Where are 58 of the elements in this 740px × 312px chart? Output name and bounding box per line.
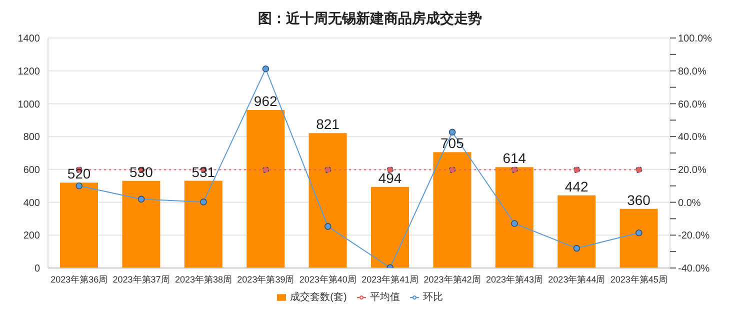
x-tick-label: 2023年第43周 bbox=[486, 274, 544, 284]
data-label: 442 bbox=[564, 178, 588, 194]
data-label: 614 bbox=[502, 150, 526, 166]
y2-tick-label: 0.0% bbox=[678, 198, 701, 209]
data-label: 821 bbox=[316, 116, 340, 132]
y-tick-label: 0 bbox=[34, 264, 40, 275]
point bbox=[511, 220, 518, 227]
y2-tick-label: 80.0% bbox=[678, 66, 706, 78]
point bbox=[200, 198, 207, 206]
bar bbox=[184, 180, 222, 268]
y2-tick-label: 40.0% bbox=[678, 132, 706, 144]
bar bbox=[558, 195, 596, 268]
bar bbox=[620, 208, 658, 268]
y-tick-label: 600 bbox=[23, 164, 40, 176]
y-tick-label: 200 bbox=[23, 230, 40, 242]
x-tick-label: 2023年第44周 bbox=[548, 274, 606, 284]
x-tick-label: 2023年第37周 bbox=[112, 274, 170, 284]
y2-tick-label: -40.0% bbox=[678, 264, 710, 275]
data-label: 494 bbox=[378, 170, 402, 186]
x-tick-label: 2023年第36周 bbox=[50, 274, 108, 284]
x-tick-label: 2023年第42周 bbox=[424, 274, 481, 284]
point bbox=[262, 65, 270, 72]
y2-tick-label: 20.0% bbox=[678, 164, 706, 176]
legend-label: 平均值 bbox=[370, 292, 400, 303]
data-label: 962 bbox=[254, 92, 278, 109]
data-label: 531 bbox=[192, 164, 216, 180]
data-label: 530 bbox=[130, 164, 154, 180]
point bbox=[76, 182, 82, 190]
x-tick-label: 2023年第40周 bbox=[299, 274, 356, 284]
bar bbox=[308, 133, 347, 268]
y-tick-label: 1400 bbox=[18, 34, 40, 45]
point bbox=[573, 244, 580, 252]
data-label: 520 bbox=[67, 166, 91, 182]
y-tick-label: 400 bbox=[23, 198, 40, 209]
chart-title: 图：近十周无锡新建商品房成交走势 bbox=[257, 9, 483, 28]
x-tick-label: 2023年第45周 bbox=[610, 274, 668, 284]
bar bbox=[60, 182, 98, 268]
y2-tick-label: 100.0% bbox=[678, 34, 712, 45]
point bbox=[138, 196, 145, 203]
bar bbox=[122, 180, 160, 268]
y2-tick-label: 60.0% bbox=[678, 99, 706, 110]
x-tick-label: 2023年第38周 bbox=[174, 274, 232, 284]
bar bbox=[371, 186, 409, 268]
bar bbox=[246, 110, 285, 268]
legend-label: 环比 bbox=[422, 292, 443, 303]
x-tick-label: 2023年第39周 bbox=[237, 274, 294, 284]
legend-label: 成交套数(套) bbox=[290, 292, 347, 303]
point bbox=[324, 223, 332, 230]
point bbox=[448, 128, 456, 136]
point bbox=[636, 229, 642, 236]
bar bbox=[433, 152, 472, 268]
bar bbox=[495, 167, 534, 268]
data-label: 360 bbox=[627, 192, 651, 208]
x-tick-label: 2023年第41周 bbox=[362, 274, 419, 284]
y-tick-label: 1200 bbox=[18, 66, 40, 78]
y-tick-label: 800 bbox=[23, 132, 40, 144]
y-tick-label: 1000 bbox=[18, 99, 40, 110]
y2-tick-label: -20.0% bbox=[678, 230, 710, 242]
